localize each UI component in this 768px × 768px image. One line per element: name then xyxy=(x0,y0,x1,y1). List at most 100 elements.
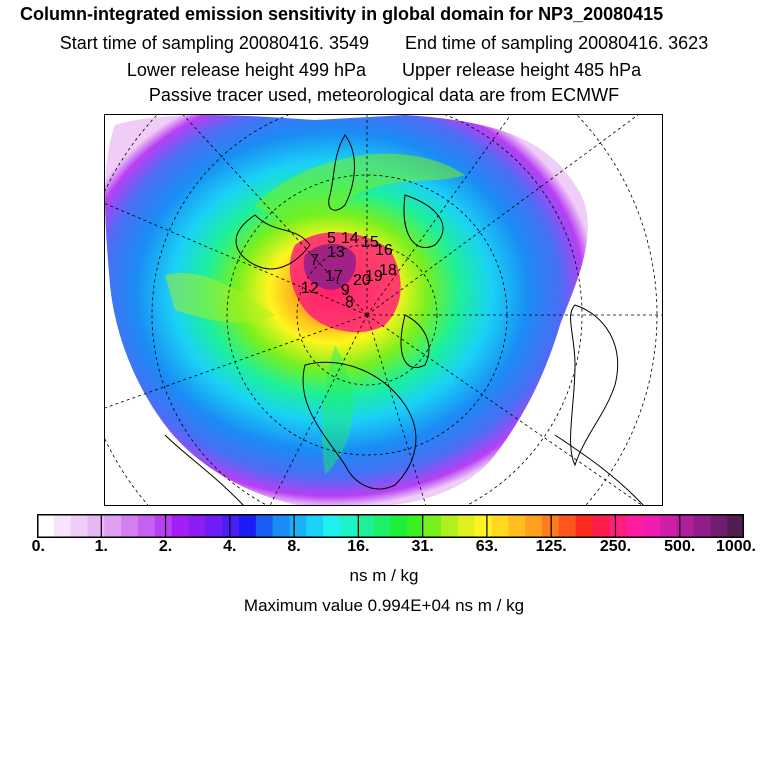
color-scale-swatch xyxy=(474,514,493,538)
coastline-southwest xyxy=(164,434,244,505)
color-scale-swatch xyxy=(205,514,223,538)
color-scale-swatch xyxy=(592,514,610,538)
color-scale-swatch xyxy=(239,514,257,538)
coastlines xyxy=(164,134,644,505)
color-scale-swatch xyxy=(70,514,89,538)
color-scale-swatch xyxy=(323,514,341,538)
color-scale-swatch xyxy=(407,514,425,538)
color-scale-swatch xyxy=(171,514,190,538)
color-scale-swatch xyxy=(558,514,577,538)
release-label: 18 xyxy=(379,262,397,279)
release-label: 15 xyxy=(361,234,379,251)
release-label: 12 xyxy=(301,280,319,297)
coastline-north-america xyxy=(235,214,311,270)
coastline-asia xyxy=(302,361,417,490)
release-label: 13 xyxy=(327,244,345,261)
color-scale-swatch xyxy=(87,514,105,538)
release-label: 19 xyxy=(365,268,383,285)
color-scale-tick-label: 2. xyxy=(158,538,173,555)
color-scale-swatch xyxy=(121,514,139,538)
color-scale-tick-label: 0. xyxy=(31,538,46,555)
color-scale-swatch xyxy=(306,514,324,538)
lower-height-label: Lower release height 499 hPa xyxy=(126,60,366,80)
color-scale-swatch xyxy=(491,514,509,538)
color-scale-swatch xyxy=(356,514,375,538)
meridian xyxy=(269,314,368,505)
coastline-southeast xyxy=(554,434,644,505)
coastline-greenland xyxy=(328,134,355,211)
color-scale-swatch xyxy=(37,514,55,538)
color-scale-swatch xyxy=(676,514,695,538)
color-scale-swatch xyxy=(154,514,173,538)
color-scale-swatch xyxy=(457,514,476,538)
color-scale-tick-label: 31. xyxy=(411,538,434,555)
color-scale-swatch xyxy=(373,514,392,538)
sensitivity-map: 5 14 15 16 13 7 12 17 20 19 18 9 8 xyxy=(104,114,663,506)
color-scale-swatch xyxy=(424,514,442,538)
color-scale-swatch xyxy=(340,514,358,538)
plot-title: Column-integrated emission sensitivity i… xyxy=(20,4,664,24)
color-scale-swatch xyxy=(575,514,594,538)
release-label: 14 xyxy=(341,230,359,247)
release-label: 9 xyxy=(341,282,350,299)
release-label: 5 xyxy=(327,230,336,247)
plume-arm-west xyxy=(165,273,275,323)
release-label: 16 xyxy=(375,242,393,259)
color-scale-swatch xyxy=(441,514,459,538)
color-scale-swatch xyxy=(643,514,661,538)
release-labels: 5 14 15 16 13 7 12 17 20 19 18 9 8 xyxy=(301,230,397,311)
units-label: ns m / kg xyxy=(349,566,419,585)
map-canvas: 5 14 15 16 13 7 12 17 20 19 18 9 8 xyxy=(105,115,662,505)
color-scale-swatch xyxy=(693,514,711,538)
color-scale-swatch xyxy=(626,514,644,538)
color-scale-swatch xyxy=(508,514,526,538)
color-scale-swatch xyxy=(525,514,543,538)
color-scale-tick-label: 250. xyxy=(599,538,632,555)
release-height-line: Lower release height 499 hPa Upper releas… xyxy=(0,60,768,81)
meridian xyxy=(366,314,643,505)
color-scale-swatch xyxy=(289,514,307,538)
color-scale-tick-label: 4. xyxy=(223,538,237,555)
plume-arm-south xyxy=(322,345,354,475)
graticule xyxy=(105,115,662,505)
color-scale-swatch xyxy=(727,514,744,538)
start-time-label: Start time of sampling 20080416. 3549 xyxy=(59,33,369,53)
color-scale-swatch xyxy=(710,514,728,538)
end-time-label: End time of sampling 20080416. 3623 xyxy=(404,33,709,53)
meridian xyxy=(105,314,368,409)
release-label: 7 xyxy=(310,252,319,269)
maximum-value-label: Maximum value 0.994E+04 ns m / kg xyxy=(243,596,525,615)
color-scale-swatch xyxy=(659,514,678,538)
tracer-note: Passive tracer used, meteorological data… xyxy=(148,85,620,105)
coastline-europe xyxy=(403,194,444,248)
color-scale-swatch xyxy=(390,514,408,538)
release-label: 8 xyxy=(345,294,354,311)
color-scale-swatch xyxy=(104,514,122,538)
color-scale-tick-label: 1. xyxy=(94,538,108,555)
color-scale-border xyxy=(37,514,744,538)
color-scale-swatch xyxy=(138,514,156,538)
meridian xyxy=(182,115,368,316)
coastline-arctic xyxy=(400,314,430,368)
color-scale-swatch xyxy=(53,514,72,538)
latitude-circle xyxy=(296,244,438,386)
sensitivity-core-inner xyxy=(303,243,356,290)
coastline-east xyxy=(570,304,619,467)
color-scale-tick-label: 125. xyxy=(535,538,567,555)
color-scale-swatch xyxy=(255,514,274,538)
color-scale-tick-label: 8. xyxy=(287,538,301,555)
color-scale-swatch xyxy=(272,514,291,538)
color-scale-tick-label: 16. xyxy=(347,538,370,555)
latitude-circle xyxy=(151,115,583,505)
color-scale-tick-label: 63. xyxy=(475,538,499,555)
release-label: 20 xyxy=(353,272,371,289)
color-scale-bar xyxy=(37,514,744,538)
color-scale-tick-label: 500. xyxy=(664,538,696,555)
meridian xyxy=(366,115,639,316)
plume-arm-north xyxy=(255,153,465,216)
release-label: 17 xyxy=(325,268,343,285)
upper-height-label: Upper release height 485 hPa xyxy=(402,60,642,80)
meridian xyxy=(366,314,427,505)
color-scale-tick-label: 1000. xyxy=(715,538,757,555)
color-scale-swatch xyxy=(609,514,627,538)
